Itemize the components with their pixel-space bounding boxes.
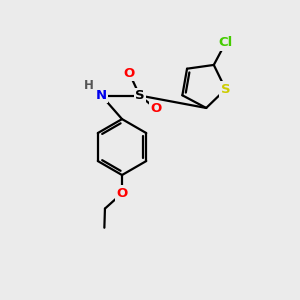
Text: N: N bbox=[96, 89, 107, 102]
Text: Cl: Cl bbox=[218, 36, 233, 49]
Text: S: S bbox=[135, 89, 145, 102]
Text: S: S bbox=[221, 83, 230, 96]
Text: H: H bbox=[84, 79, 94, 92]
Text: O: O bbox=[150, 102, 161, 115]
Text: O: O bbox=[124, 67, 135, 80]
Text: O: O bbox=[116, 187, 128, 200]
